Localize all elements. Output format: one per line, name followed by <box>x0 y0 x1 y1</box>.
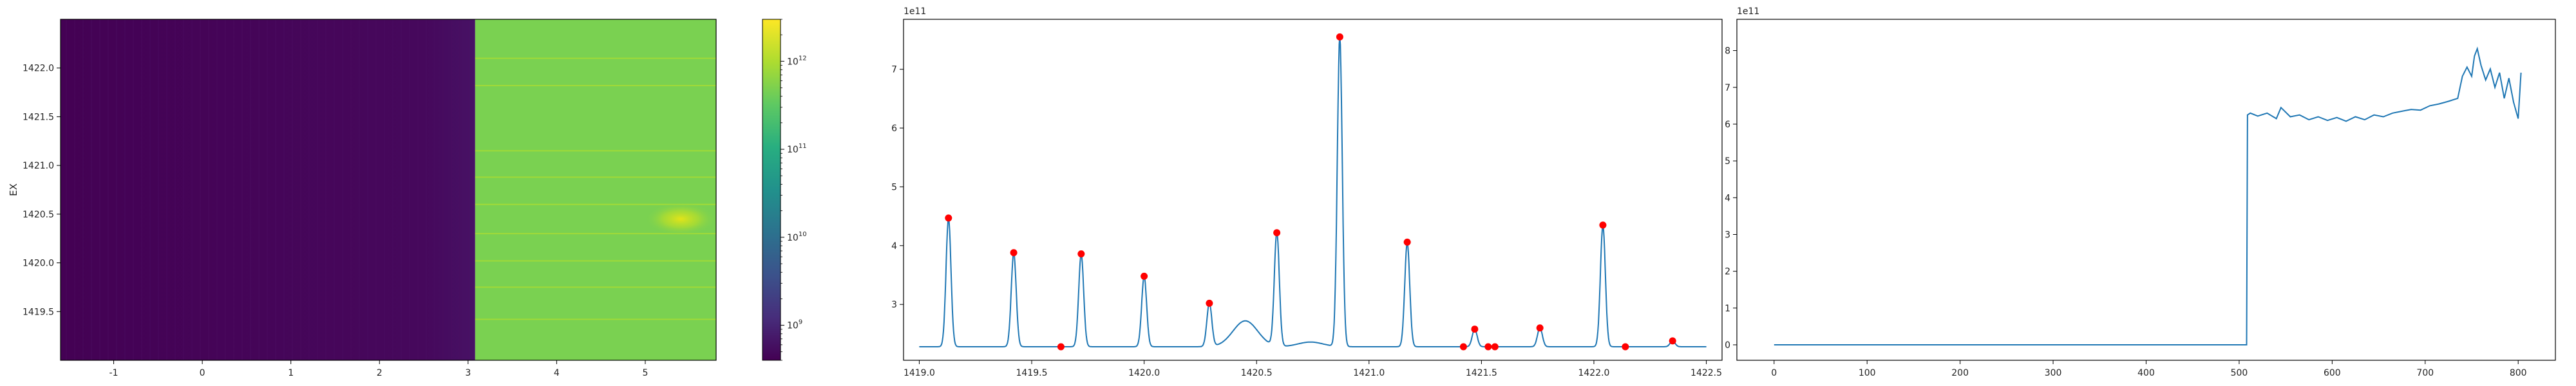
spectrum-x-tick-label: 1420.0 <box>1128 368 1160 378</box>
peak-marker <box>945 214 952 222</box>
step-series-line <box>1774 46 2522 345</box>
step-series-y-tick-label: 4 <box>1725 193 1730 203</box>
heatmap-y-tick-label: 1421.5 <box>23 112 54 122</box>
spectrum-offset-label: 1e11 <box>904 6 926 17</box>
colorbar-tick-label: 109 <box>787 319 802 331</box>
heatmap-x-tick-label: 1 <box>288 368 294 378</box>
heatmap-region <box>61 19 475 360</box>
heatmap-y-tick-label: 1421.0 <box>23 161 54 171</box>
heatmap-region <box>475 19 716 360</box>
step-series-x-tick-label: 0 <box>1771 368 1777 378</box>
peak-marker <box>1484 343 1492 351</box>
spectrum-x-tick-label: 1421.0 <box>1353 368 1385 378</box>
colorbar-gradient <box>762 19 781 361</box>
colorbar-tick-label: 1011 <box>787 143 807 155</box>
peak-spectrum-panel: 1419.0 1419.5 1420.0 1420.5 1421.0 1421.5 1422… <box>891 6 1723 378</box>
spectrum-line <box>919 36 1707 347</box>
heatmap-y-tick-label: 1420.0 <box>23 259 54 269</box>
step-series-y-tick-label: 8 <box>1725 46 1730 57</box>
colorbar: 109 1010 1011 1012 <box>762 19 807 361</box>
peak-marker <box>1491 343 1499 351</box>
step-series-x-tick-label: 800 <box>2510 368 2527 378</box>
spectrum-x-tick-label: 1422.5 <box>1690 368 1722 378</box>
peak-marker <box>1459 343 1467 351</box>
spectrum-x-tick-label: 1419.0 <box>904 368 935 378</box>
step-series-panel: 0 100 200 300 400 500 600 700 800 0 1 2 3 4 5 6 7 8 1e11 <box>1725 6 2556 378</box>
spectrum-y-tick-label: 4 <box>891 241 897 252</box>
peak-marker <box>1536 324 1544 332</box>
heatmap-x-tick-label: 4 <box>554 368 560 378</box>
peak-marker <box>1141 272 1148 280</box>
peak-marker <box>1599 221 1607 229</box>
step-series-y-tick-label: 5 <box>1725 156 1730 167</box>
step-series-offset-label: 1e11 <box>1737 6 1759 17</box>
step-series-x-tick-label: 400 <box>2137 368 2155 378</box>
heatmap-x-tick-label: 0 <box>200 368 205 378</box>
spectrum-y-tick-label: 6 <box>891 124 897 134</box>
step-series-y-tick-label: 6 <box>1725 120 1730 130</box>
step-series-x-tick-label: 700 <box>2416 368 2434 378</box>
spectrum-x-tick-label: 1419.5 <box>1016 368 1048 378</box>
peak-marker <box>1273 229 1281 237</box>
heatmap-x-tick-label: -1 <box>109 368 118 378</box>
step-series-x-tick-label: 200 <box>1951 368 1969 378</box>
peak-marker <box>1206 299 1213 307</box>
spectrum-x-tick-label: 1421.5 <box>1466 368 1497 378</box>
peak-marker <box>1669 337 1676 345</box>
peak-marker <box>1622 343 1629 351</box>
heatmap-y-tick-label: 1422.0 <box>23 64 54 74</box>
spectrum-x-tick-label: 1422.0 <box>1578 368 1609 378</box>
heatmap-hot-spot <box>645 202 716 236</box>
heatmap-y-axis-label: EX <box>8 183 19 196</box>
step-series-x-tick-label: 100 <box>1859 368 1876 378</box>
step-series-y-tick-label: 0 <box>1725 340 1730 351</box>
spectrum-frame <box>903 19 1723 361</box>
step-series-frame <box>1736 19 2556 361</box>
heatmap-x-tick-label: 3 <box>465 368 471 378</box>
heatmap-x-tick-label: 5 <box>642 368 648 378</box>
heatmap-panel: -1 0 1 2 3 4 5 1419.5 1420.0 1420.5 1421.0 1421.5 1… <box>8 19 717 378</box>
spectrum-y-tick-label: 3 <box>891 300 897 310</box>
heatmap-frame <box>60 19 717 361</box>
step-series-y-tick-label: 7 <box>1725 83 1730 93</box>
colorbar-tick-label: 1010 <box>787 231 807 243</box>
peak-marker <box>1077 250 1085 258</box>
step-series-x-tick-label: 500 <box>2231 368 2248 378</box>
step-series-y-tick-label: 3 <box>1725 230 1730 240</box>
peak-marker <box>1336 33 1343 41</box>
step-series-x-tick-label: 300 <box>2045 368 2062 378</box>
heatmap-x-tick-label: 2 <box>377 368 383 378</box>
peak-marker <box>1403 238 1411 246</box>
peak-marker <box>1471 326 1479 333</box>
spectrum-y-tick-label: 7 <box>891 65 897 75</box>
peak-marker <box>1010 249 1018 257</box>
spectrum-x-tick-label: 1420.5 <box>1241 368 1273 378</box>
peak-marker <box>1057 343 1065 351</box>
colorbar-tick-label: 1012 <box>787 55 807 67</box>
step-series-y-tick-label: 2 <box>1725 267 1730 277</box>
step-series-y-tick-label: 1 <box>1725 304 1730 314</box>
step-series-x-tick-label: 600 <box>2324 368 2341 378</box>
spectrum-y-tick-label: 5 <box>891 182 897 192</box>
heatmap-y-tick-label: 1419.5 <box>23 307 54 317</box>
heatmap-y-tick-label: 1420.5 <box>23 210 54 220</box>
